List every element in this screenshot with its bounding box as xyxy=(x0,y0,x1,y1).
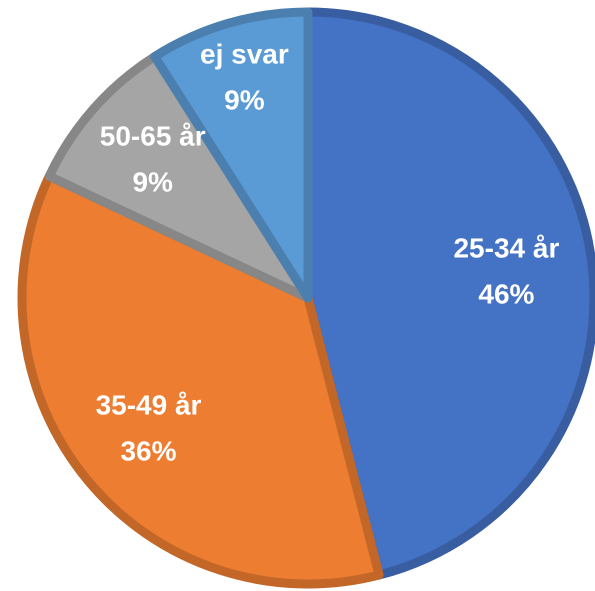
pie-slice xyxy=(17,171,384,589)
value-label: 9% xyxy=(224,84,265,115)
value-label: 46% xyxy=(478,278,534,309)
pie-slice xyxy=(303,7,595,580)
slice-label: 25-34 år xyxy=(453,232,559,263)
value-label: 9% xyxy=(132,166,173,197)
pie-slice xyxy=(150,7,313,303)
pie-slice xyxy=(44,52,313,303)
value-label: 36% xyxy=(120,435,176,466)
slice-label: 35-49 år xyxy=(96,389,202,420)
slice-label: ej svar xyxy=(200,38,289,69)
slice-label: 50-65 år xyxy=(100,120,206,151)
